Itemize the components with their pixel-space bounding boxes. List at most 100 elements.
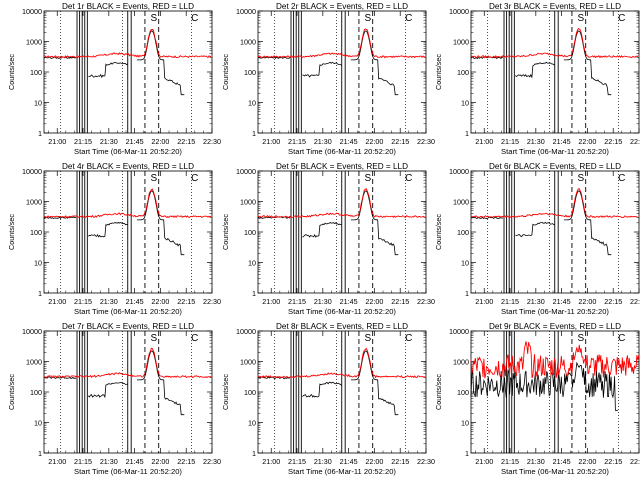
y-tick-label: 1000 [26,358,42,367]
y-tick-label: 10 [34,259,42,268]
detector-panel-7: Det 7r BLACK = Events, RED = LLD 1 10 100 10… [7,322,221,476]
flag-label: S [364,173,371,184]
y-tick-label: 1000 [240,38,256,47]
y-tick-label: 10 [248,419,256,428]
x-tick-label: 22:30 [630,137,640,146]
y-tick-label: 1 [252,129,256,138]
x-tick-label: 21:00 [48,297,66,306]
x-tick-label: 21:45 [340,297,358,306]
x-axis-label: Start Time (06-Mar-11 20:52:20) [74,147,182,156]
series-lld [257,347,426,379]
y-tick-label: 1000 [453,38,469,47]
y-tick-label: 1000 [240,358,256,367]
flag-label: C [405,173,412,184]
y-tick-label: 10000 [449,7,469,16]
y-tick-label: 1000 [453,358,469,367]
x-tick-label: 21:45 [126,297,144,306]
x-tick-label: 21:30 [527,457,545,466]
x-tick-label: 21:30 [314,457,332,466]
y-tick-label: 10000 [236,167,256,176]
x-tick-label: 22:15 [177,137,195,146]
y-tick-label: 10000 [22,7,42,16]
flag-label: C [191,333,198,344]
y-tick-label: 1 [465,449,469,458]
y-tick-label: 100 [30,228,42,237]
flag-label: S [577,13,584,24]
y-tick-label: 1 [252,449,256,458]
x-tick-label: 22:00 [365,137,383,146]
panel-title: Det 9r BLACK = Events, RED = LLD [489,322,621,331]
series-lld [257,188,426,218]
x-tick-label: 21:30 [100,297,118,306]
x-tick-label: 21:00 [475,137,493,146]
y-axis-label: Counts/sec [434,54,443,90]
panel-title: Det 4r BLACK = Events, RED = LLD [62,162,194,171]
x-tick-label: 22:15 [391,297,409,306]
flag-label: C [405,13,412,24]
x-tick-label: 22:30 [417,137,435,146]
x-tick-label: 21:15 [288,297,306,306]
series-lld [470,188,639,219]
detector-panel-5: Det 5r BLACK = Events, RED = LLD 1 10 100 10… [221,162,435,316]
x-tick-label: 22:15 [177,457,195,466]
y-tick-label: 100 [457,228,469,237]
x-tick-label: 21:30 [527,137,545,146]
x-tick-label: 22:00 [151,457,169,466]
x-tick-label: 21:30 [527,297,545,306]
flag-label: S [364,13,371,24]
x-axis-label: Start Time (06-Mar-11 20:52:20) [501,307,609,316]
y-tick-label: 10 [248,99,256,108]
x-axis-label: Start Time (06-Mar-11 20:52:20) [288,307,396,316]
flag-label: C [618,333,625,344]
y-tick-label: 10000 [22,167,42,176]
x-tick-label: 21:30 [314,297,332,306]
series-events [470,190,612,256]
y-tick-label: 100 [244,228,256,237]
x-tick-label: 21:45 [553,297,571,306]
y-tick-label: 10 [34,419,42,428]
detector-panel-9: Det 9r BLACK = Events, RED = LLD 1 10 100 10… [434,322,640,476]
x-tick-label: 21:45 [553,137,571,146]
flag-label: S [150,173,157,184]
y-tick-label: 10000 [449,167,469,176]
x-tick-label: 22:30 [203,297,221,306]
panel-title: Det 6r BLACK = Events, RED = LLD [489,162,621,171]
panel-title: Det 3r BLACK = Events, RED = LLD [489,2,621,11]
x-tick-label: 22:30 [203,457,221,466]
x-tick-label: 22:00 [365,297,383,306]
x-axis-label: Start Time (06-Mar-11 20:52:20) [74,467,182,476]
y-axis-label: Counts/sec [7,54,16,90]
detector-panel-6: Det 6r BLACK = Events, RED = LLD 1 10 100 10… [434,162,640,316]
detector-panel-1: Det 1r BLACK = Events, RED = LLD 1 10 100 10… [7,2,221,156]
x-tick-label: 22:00 [151,137,169,146]
y-tick-label: 100 [244,68,256,77]
series-lld [470,341,640,379]
flag-label: C [405,333,412,344]
x-tick-label: 21:45 [340,457,358,466]
x-tick-label: 22:15 [391,457,409,466]
flag-label: S [364,333,371,344]
flag-label: S [577,173,584,184]
y-tick-label: 100 [30,68,42,77]
panel-title: Det 5r BLACK = Events, RED = LLD [276,162,408,171]
x-axis-label: Start Time (06-Mar-11 20:52:20) [288,147,396,156]
series-events [257,350,399,416]
y-tick-label: 10000 [449,327,469,336]
x-tick-label: 22:00 [578,297,596,306]
flag-label: C [191,173,198,184]
x-tick-label: 21:45 [340,137,358,146]
y-tick-label: 1000 [26,198,42,207]
x-tick-label: 22:30 [417,297,435,306]
x-tick-label: 21:00 [262,137,280,146]
series-lld [257,28,426,59]
y-tick-label: 1000 [240,198,256,207]
y-axis-label: Counts/sec [221,214,230,250]
flag-label: S [577,333,584,344]
x-tick-label: 21:45 [126,137,144,146]
series-lld [43,347,212,379]
x-tick-label: 21:00 [475,297,493,306]
y-tick-label: 10000 [22,327,42,336]
x-tick-label: 22:15 [391,137,409,146]
x-tick-label: 22:30 [203,137,221,146]
